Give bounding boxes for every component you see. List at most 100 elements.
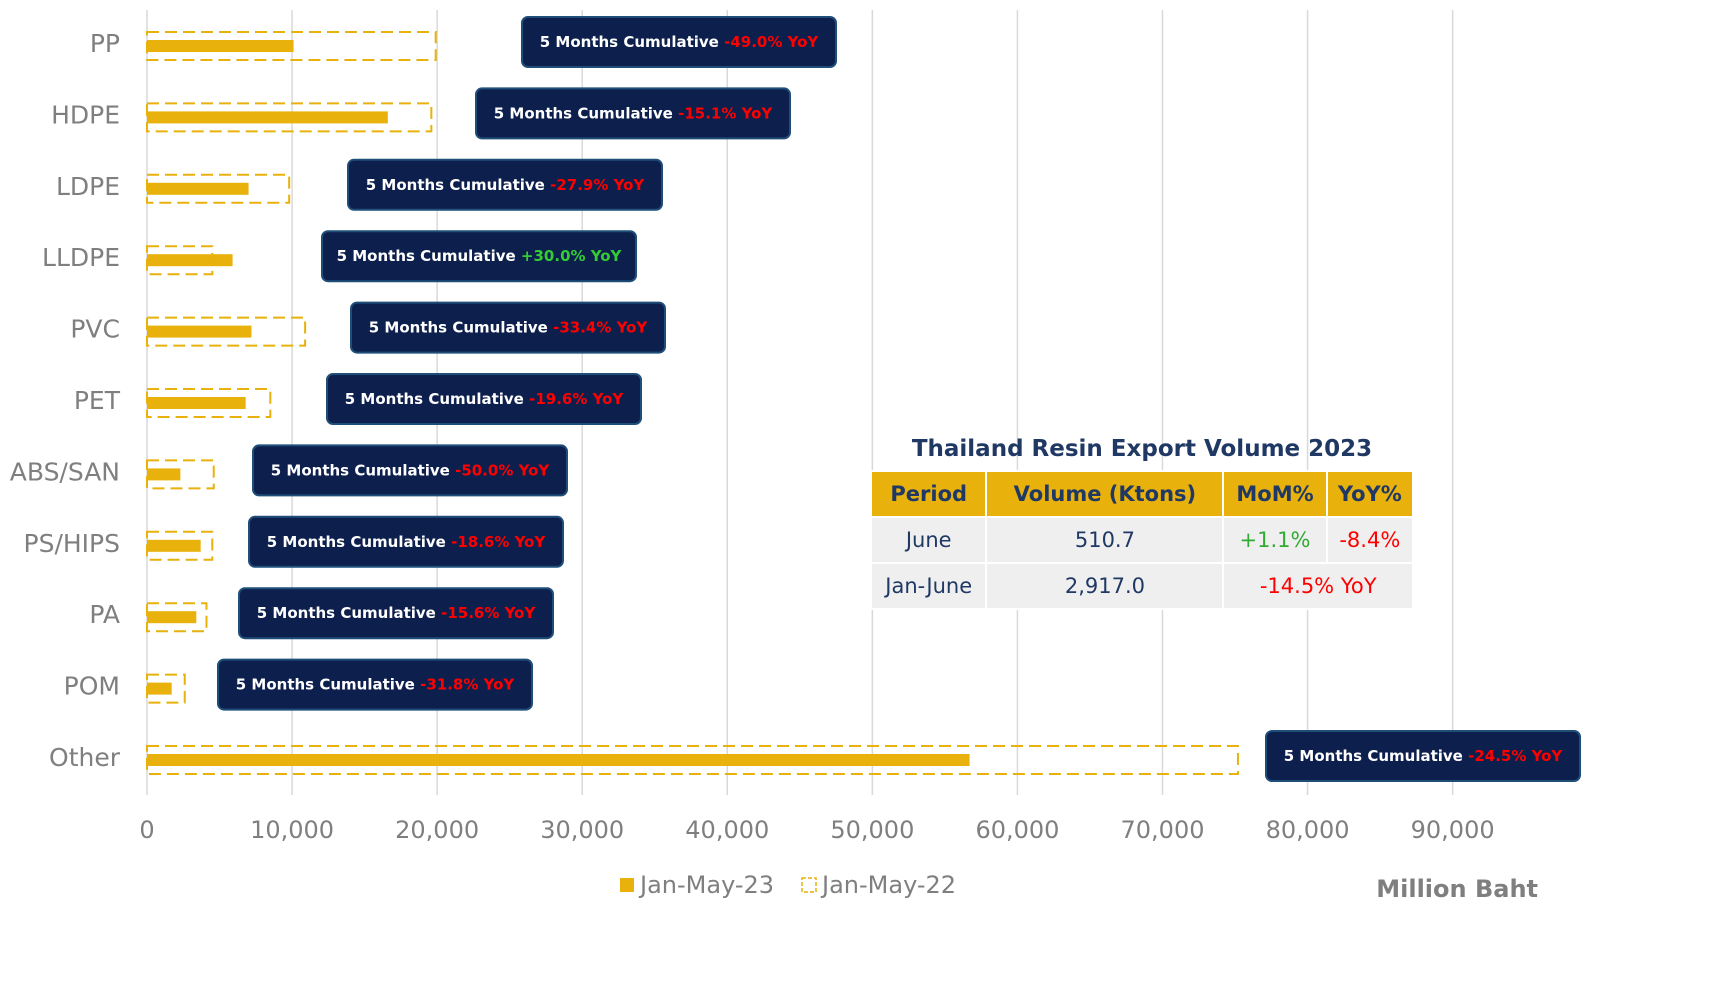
bar-outline bbox=[146, 31, 437, 61]
annotation-text: 5 Months Cumulative bbox=[257, 604, 436, 622]
bar-outline bbox=[146, 316, 307, 347]
annotation-text: 5 Months Cumulative bbox=[337, 247, 516, 265]
annotation-box bbox=[521, 16, 837, 68]
annotation-change: -15.6% YoY bbox=[441, 604, 536, 622]
annotation-text: 5 Months Cumulative bbox=[271, 461, 450, 479]
annotation-box bbox=[350, 301, 666, 354]
annotation-text: 5 Months Cumulative bbox=[366, 175, 545, 193]
x-tick-label: 50,000 bbox=[830, 816, 914, 844]
table-cell: -8.4% bbox=[1325, 516, 1415, 564]
table-cell: -14.5% YoY bbox=[1222, 562, 1414, 610]
annotation-box bbox=[238, 587, 554, 640]
annotation: 5 Months Cumulative -49.0% YoY bbox=[540, 33, 820, 51]
annotation: 5 Months Cumulative -19.6% YoY bbox=[345, 390, 625, 408]
table: Period Volume (Ktons) MoM% YoY% June 510… bbox=[869, 470, 1415, 610]
x-tick-label: 80,000 bbox=[1266, 816, 1350, 844]
y-tick-label: LDPE bbox=[56, 172, 120, 201]
bar-outline bbox=[146, 245, 214, 276]
annotation-text: 5 Months Cumulative bbox=[494, 104, 673, 122]
y-tick-label: PS/HIPS bbox=[24, 529, 120, 558]
y-tick-label: Other bbox=[49, 743, 121, 772]
annotation-text: 5 Months Cumulative bbox=[369, 318, 548, 336]
annotation: 5 Months Cumulative -15.1% YoY bbox=[494, 104, 774, 122]
x-tick-label: 0 bbox=[139, 816, 154, 844]
bar-outline bbox=[146, 530, 214, 561]
annotation-box bbox=[475, 87, 791, 140]
annotation-change: -19.6% YoY bbox=[529, 390, 624, 408]
table-header: Period bbox=[869, 470, 988, 518]
x-tick-label: 70,000 bbox=[1121, 816, 1205, 844]
x-tick-label: 60,000 bbox=[975, 816, 1059, 844]
bar bbox=[147, 111, 388, 124]
annotation-box bbox=[1265, 730, 1581, 782]
annotation-box bbox=[217, 658, 533, 711]
table-cell: June bbox=[869, 516, 988, 564]
table-cell: 2,917.0 bbox=[985, 562, 1225, 610]
bar-outline bbox=[146, 459, 215, 490]
table-header: YoY% bbox=[1325, 470, 1415, 518]
annotation: 5 Months Cumulative -31.8% YoY bbox=[236, 675, 516, 693]
table-cell: +1.1% bbox=[1222, 516, 1328, 564]
bar-outline bbox=[146, 745, 1239, 775]
bar bbox=[147, 397, 246, 409]
bar bbox=[147, 40, 294, 52]
annotation-change: -31.8% YoY bbox=[420, 675, 515, 693]
bar bbox=[147, 539, 201, 552]
annotation-change: +30.0% YoY bbox=[521, 247, 623, 265]
table-cell: Jan-June bbox=[869, 562, 988, 610]
y-tick-label: HDPE bbox=[51, 100, 120, 129]
x-axis-label: Million Baht bbox=[1376, 875, 1538, 903]
annotation-change: -33.4% YoY bbox=[553, 318, 648, 336]
y-tick-label: ABS/SAN bbox=[10, 457, 120, 486]
x-tick-label: 20,000 bbox=[395, 816, 479, 844]
x-tick-label: 30,000 bbox=[540, 816, 624, 844]
table-header: MoM% bbox=[1222, 470, 1328, 518]
annotation-box bbox=[321, 230, 637, 283]
bar bbox=[147, 754, 970, 766]
annotation-change: -15.1% YoY bbox=[678, 104, 773, 122]
y-tick-label: LLDPE bbox=[42, 243, 120, 272]
bar bbox=[147, 468, 181, 481]
annotation-box bbox=[248, 515, 564, 568]
annotation-box bbox=[326, 373, 642, 425]
annotation-text: 5 Months Cumulative bbox=[236, 675, 415, 693]
annotation-box bbox=[347, 158, 663, 211]
annotation-text: 5 Months Cumulative bbox=[540, 33, 719, 51]
annotation-box bbox=[252, 444, 568, 497]
annotation: 5 Months Cumulative -50.0% YoY bbox=[271, 461, 551, 479]
annotation-change: -24.5% YoY bbox=[1468, 747, 1563, 765]
bar bbox=[147, 182, 249, 195]
bar-outline bbox=[146, 388, 272, 418]
annotation-text: 5 Months Cumulative bbox=[267, 532, 446, 550]
bar-outline bbox=[146, 173, 291, 204]
annotation: 5 Months Cumulative +30.0% YoY bbox=[337, 247, 623, 265]
bar bbox=[147, 682, 172, 695]
y-tick-label: POM bbox=[64, 672, 120, 701]
legend-swatch bbox=[620, 878, 634, 892]
table-cell: 510.7 bbox=[985, 516, 1225, 564]
annotation: 5 Months Cumulative -15.6% YoY bbox=[257, 604, 537, 622]
x-tick-label: 90,000 bbox=[1411, 816, 1495, 844]
annotation-change: -27.9% YoY bbox=[550, 175, 645, 193]
bar bbox=[147, 325, 252, 338]
summary-table: Thailand Resin Export Volume 2023 Period… bbox=[869, 432, 1415, 610]
bar bbox=[147, 611, 197, 624]
y-tick-label: PA bbox=[89, 600, 120, 629]
annotation-text: 5 Months Cumulative bbox=[1284, 747, 1463, 765]
bar-outline bbox=[146, 102, 433, 133]
table-header: Volume (Ktons) bbox=[985, 470, 1225, 518]
annotation-change: -50.0% YoY bbox=[455, 461, 550, 479]
table-title: Thailand Resin Export Volume 2023 bbox=[911, 436, 1373, 462]
legend-swatch bbox=[801, 877, 817, 893]
bar bbox=[147, 254, 233, 267]
legend-label: Jan-May-23 bbox=[638, 871, 774, 899]
y-tick-label: PVC bbox=[70, 315, 120, 344]
y-tick-label: PP bbox=[90, 29, 120, 58]
bar-outline bbox=[146, 602, 208, 633]
legend-label: Jan-May-22 bbox=[820, 871, 956, 899]
annotation: 5 Months Cumulative -33.4% YoY bbox=[369, 318, 649, 336]
y-tick-label: PET bbox=[74, 386, 121, 415]
x-tick-label: 10,000 bbox=[250, 816, 334, 844]
